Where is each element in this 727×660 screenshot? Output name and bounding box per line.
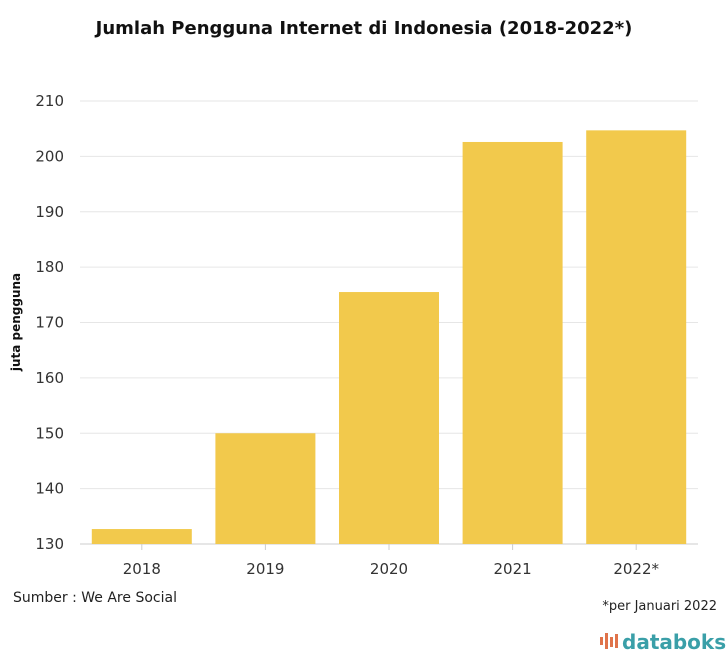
logo-bar: [600, 637, 603, 645]
bar-2021: [462, 141, 563, 545]
y-tick-label: 130: [35, 535, 64, 553]
x-axis-ticks: 2018 2019 2020 2021 2022*: [123, 544, 660, 578]
bar-2020: [339, 292, 439, 544]
logo-bar: [615, 634, 618, 648]
logo-bar: [610, 637, 613, 647]
chart-title: Jumlah Pengguna Internet di Indonesia (2…: [94, 18, 633, 39]
bar-2019: [215, 433, 316, 544]
y-tick-label: 150: [35, 424, 64, 442]
y-tick-label: 210: [35, 92, 64, 110]
brand-name: databoks: [622, 630, 726, 654]
footnote: *per Januari 2022: [602, 599, 717, 614]
x-tick-label: 2018: [123, 560, 161, 578]
x-tick-label: 2021: [494, 560, 532, 578]
bar-2018: [91, 529, 192, 544]
x-tick-label: 2020: [370, 560, 408, 578]
y-tick-label: 170: [35, 314, 64, 332]
y-tick-label: 190: [35, 203, 64, 221]
x-tick-label: 2022*: [613, 560, 659, 578]
bars: [91, 130, 687, 545]
bar-2022: [586, 130, 687, 544]
databoks-logo-icon: [600, 633, 618, 649]
logo-bar: [605, 633, 608, 649]
x-tick-label: 2019: [246, 560, 284, 578]
brand-logo: databoks: [600, 630, 726, 654]
y-tick-label: 140: [35, 480, 64, 498]
y-tick-label: 180: [35, 258, 64, 276]
y-axis-ticks: 130 140 150 160 170 180 190 200 210: [35, 92, 64, 553]
y-tick-label: 160: [35, 369, 64, 387]
y-axis-label: juta pengguna: [9, 273, 23, 372]
source-note: Sumber : We Are Social: [13, 590, 177, 606]
y-tick-label: 200: [35, 147, 64, 165]
